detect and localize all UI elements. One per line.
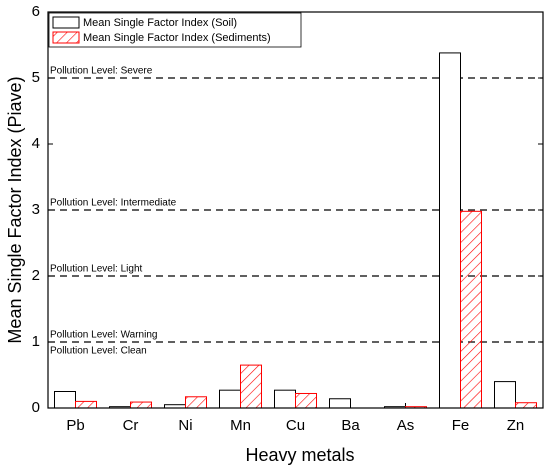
y-tick-label: 6 [32,3,40,20]
reference-label: Pollution Level: Warning [50,330,157,341]
legend-swatch [52,16,80,29]
y-axis-label: Mean Single Factor Index (Piave) [5,76,25,343]
y-tick-label: 0 [32,399,40,416]
legend-box [48,12,302,48]
y-tick-label: 2 [32,267,40,284]
bar [460,210,482,409]
x-tick-label: Cr [123,417,139,434]
bar [130,401,152,409]
legend-label: Mean Single Factor Index (Sediments) [83,32,271,44]
x-tick-label: Fe [452,417,470,434]
bar [295,392,317,409]
annotation: Pollution Level: Clean [50,346,147,357]
x-tick-label: Mn [230,417,251,434]
bar [515,402,537,409]
bar [240,364,262,409]
x-tick-label: Zn [507,417,525,434]
x-tick-label: Cu [286,417,305,434]
bar [75,400,97,409]
y-tick-label: 1 [32,333,40,350]
bar [329,398,351,409]
x-tick-label: Ni [178,417,192,434]
x-tick-label: As [397,417,415,434]
x-tick-label: Pb [66,417,84,434]
x-tick-label: Ba [341,417,360,434]
bar [219,389,241,409]
bar [494,381,516,409]
reference-label: Pollution Level: Severe [50,66,153,77]
legend-label: Mean Single Factor Index (Soil) [83,17,237,29]
bar [185,396,207,409]
y-tick-label: 5 [32,69,40,86]
y-tick-label: 4 [32,135,40,152]
reference-label: Pollution Level: Light [50,264,143,275]
reference-label: Pollution Level: Intermediate [50,198,177,209]
y-tick-label: 3 [32,201,40,218]
x-axis-label: Heavy metals [245,445,354,465]
bar [439,52,461,409]
legend-swatch [52,31,80,44]
plot-frame [47,11,544,409]
bar [274,389,296,409]
bar [54,391,76,409]
